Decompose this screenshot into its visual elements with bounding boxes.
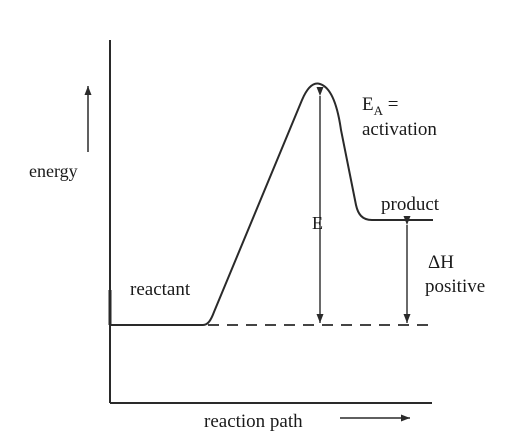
product-label: product: [381, 194, 440, 215]
ea-subscript: A: [374, 103, 384, 118]
ea-label: EA =: [362, 94, 398, 118]
ea-equals: =: [383, 94, 398, 115]
activation-label: activation: [362, 119, 437, 140]
e-label: E: [312, 213, 323, 233]
reactant-label: reactant: [130, 279, 191, 300]
reaction-path-label: reaction path: [204, 411, 303, 432]
energy-curve: [110, 82, 433, 326]
positive-label: positive: [425, 276, 485, 297]
ea-main: E: [362, 94, 374, 115]
delta-h-label: ΔH: [428, 252, 454, 273]
energy-label: energy: [29, 161, 78, 181]
